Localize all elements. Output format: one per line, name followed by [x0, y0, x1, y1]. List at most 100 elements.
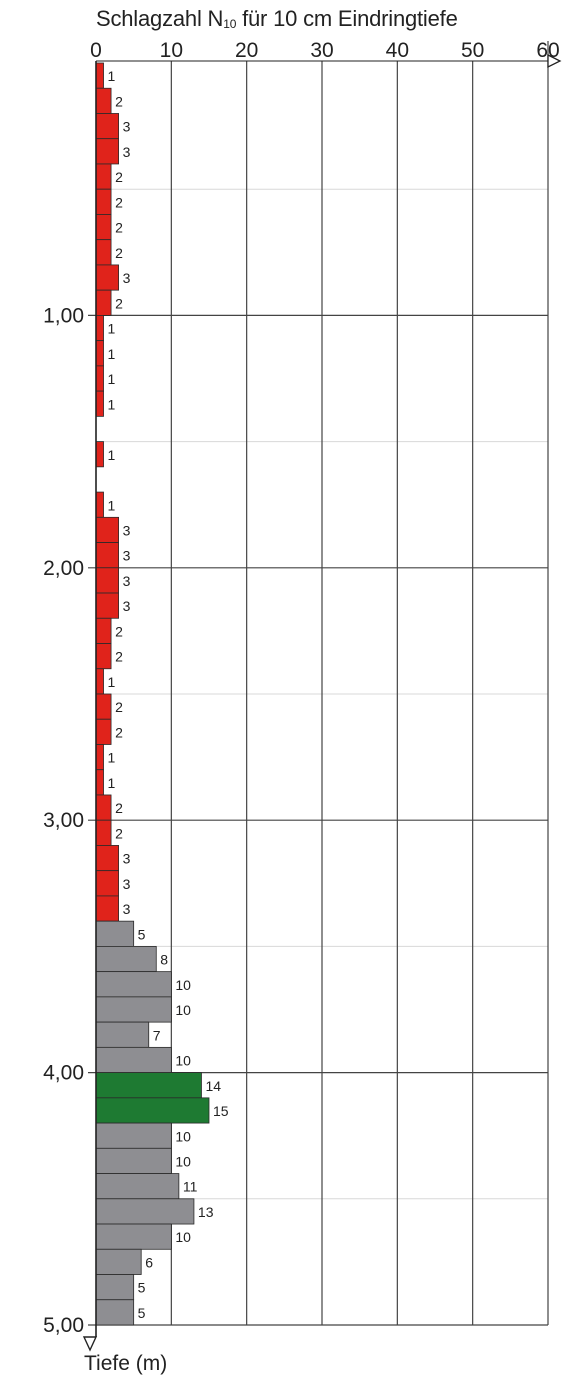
- bar: [95, 744, 104, 771]
- bar-value-label: 2: [115, 245, 123, 261]
- bar-value-label: 10: [175, 1053, 191, 1069]
- bar: [95, 1223, 172, 1250]
- bar: [95, 314, 104, 342]
- x-tick-label: 30: [310, 39, 333, 62]
- bar-value-label: 7: [153, 1027, 161, 1043]
- bar-value-label: 1: [108, 750, 116, 766]
- bar: [95, 643, 112, 670]
- bar: [95, 668, 104, 695]
- y-tick-label: 3,00: [43, 809, 84, 832]
- bar: [95, 1274, 135, 1301]
- bar-value-label: 10: [175, 1153, 191, 1169]
- bar-value-label: 1: [108, 321, 116, 337]
- bar-value-label: 10: [175, 1229, 191, 1245]
- bar-value-label: 5: [138, 1305, 146, 1321]
- bar: [95, 567, 120, 594]
- bar-value-label: 3: [123, 851, 131, 867]
- x-tick-label: 0: [90, 39, 102, 62]
- bar: [95, 971, 172, 998]
- bar: [95, 592, 120, 619]
- bar-value-label: 8: [160, 952, 168, 968]
- bar: [95, 693, 112, 720]
- bar-value-label: 3: [123, 573, 131, 589]
- bar-value-label: 2: [115, 295, 123, 311]
- bar-value-label: 2: [115, 93, 123, 109]
- bar: [95, 769, 104, 796]
- bar-value-label: 10: [175, 977, 191, 993]
- bar: [95, 1072, 202, 1099]
- chart-title-subscript: 10: [223, 17, 237, 31]
- y-axis-label: Tiefe (m): [84, 1352, 168, 1375]
- bar-value-label: 6: [145, 1254, 153, 1270]
- bar: [95, 491, 104, 518]
- grid-layer: [88, 41, 549, 1326]
- bar: [95, 1299, 135, 1326]
- bar-value-label: 3: [123, 522, 131, 538]
- bar-value-label: 10: [175, 1128, 191, 1144]
- bar-value-label: 3: [123, 144, 131, 160]
- bar-value-label: 3: [123, 270, 131, 286]
- x-tick-label: 40: [386, 39, 409, 62]
- bar-value-label: 2: [115, 825, 123, 841]
- x-tick-label: 50: [461, 39, 484, 62]
- bar-value-label: 3: [123, 548, 131, 564]
- bar-value-label: 2: [115, 623, 123, 639]
- bar-value-label: 2: [115, 169, 123, 185]
- y-tick-label: 5,00: [43, 1314, 84, 1337]
- bars-layer: 1233222232111111333322122112233358101071…: [95, 62, 229, 1326]
- axes-layer: 0 10 20 30 40 50 60 1,00 2,00 3,00 4,00 5,00: [43, 39, 562, 1352]
- bar-value-label: 3: [123, 598, 131, 614]
- chart-title-prefix: Schlagzahl N: [96, 6, 224, 31]
- bar: [95, 1122, 172, 1149]
- bar-value-label: 2: [115, 699, 123, 715]
- y-tick-label: 4,00: [43, 1062, 84, 1085]
- bar: [95, 239, 112, 266]
- bar: [95, 87, 112, 114]
- bar: [95, 895, 120, 922]
- bar: [95, 845, 120, 872]
- bar-value-label: 1: [108, 674, 116, 690]
- x-axis-arrow: [547, 53, 562, 69]
- bar-value-label: 1: [108, 775, 116, 791]
- bar: [95, 264, 120, 291]
- bar-value-label: 1: [108, 68, 116, 84]
- bar-value-label: 1: [108, 396, 116, 412]
- bar: [95, 920, 135, 947]
- bar: [95, 870, 120, 897]
- bar: [95, 1248, 142, 1275]
- bar: [95, 214, 112, 241]
- bar-value-label: 2: [115, 194, 123, 210]
- bar: [95, 390, 104, 417]
- bar-value-label: 5: [138, 1280, 146, 1296]
- bar-value-label: 3: [123, 876, 131, 892]
- x-tick-label: 10: [160, 39, 183, 62]
- bar-value-label: 1: [108, 497, 116, 513]
- bar: [95, 996, 172, 1023]
- bar-value-label: 13: [198, 1204, 214, 1220]
- bar: [95, 794, 112, 821]
- bar: [95, 62, 104, 89]
- bar-value-label: 2: [115, 220, 123, 236]
- bar-value-label: 1: [108, 371, 116, 387]
- bar-value-label: 1: [108, 346, 116, 362]
- bar: [95, 516, 120, 543]
- bar: [95, 1046, 172, 1073]
- bar: [95, 617, 112, 644]
- bar: [95, 946, 157, 973]
- x-tick-label: 20: [235, 39, 258, 62]
- bar-value-label: 14: [205, 1078, 221, 1094]
- bar: [95, 542, 120, 569]
- bar: [95, 113, 120, 140]
- y-tick-label: 1,00: [43, 304, 84, 327]
- chart-title: Schlagzahl N10 für 10 cm Eindringtiefe: [96, 6, 458, 32]
- bar: [95, 365, 104, 392]
- bar-value-label: 5: [138, 926, 146, 942]
- y-tick-label: 2,00: [43, 557, 84, 580]
- bar-value-label: 3: [123, 901, 131, 917]
- bar: [95, 1198, 195, 1225]
- bar-value-label: 2: [115, 649, 123, 665]
- bar: [95, 1147, 172, 1174]
- bar-value-label: 10: [175, 1002, 191, 1018]
- bar: [95, 1021, 150, 1048]
